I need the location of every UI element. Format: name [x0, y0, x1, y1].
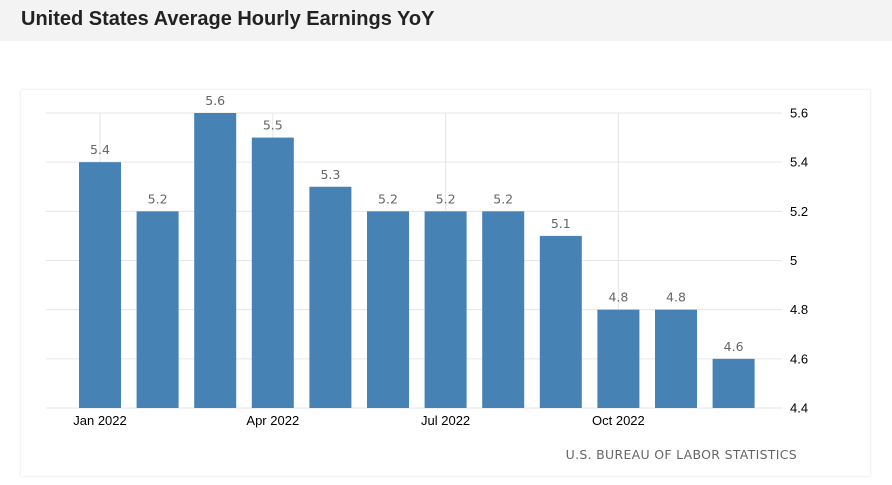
x-tick-label: Jul 2022 — [421, 413, 470, 428]
x-axis-ticks: Jan 2022 Apr 2022 Jul 2022 Oct 2022 — [73, 413, 645, 428]
data-labels: 5.4 5.2 5.6 5.5 5.3 5.2 5.2 5.2 5.1 4.8 4.8 4.6 — [90, 93, 744, 354]
y-tick-label: 5.4 — [790, 155, 808, 170]
y-axis-ticks: 5.6 5.4 5.2 5 4.8 4.6 4.4 — [790, 106, 808, 416]
bar-mar-2022[interactable] — [194, 113, 237, 408]
bar-dec-2022[interactable] — [712, 358, 755, 408]
source-label: U.S. BUREAU OF LABOR STATISTICS — [566, 447, 797, 462]
y-tick-label: 4.8 — [790, 302, 808, 317]
x-tick-label: Oct 2022 — [592, 413, 645, 428]
bar-may-2022[interactable] — [309, 186, 352, 408]
data-label: 4.8 — [666, 290, 686, 305]
x-tick-label: Apr 2022 — [246, 413, 299, 428]
y-tick-label: 5.2 — [790, 204, 808, 219]
y-tick-label: 5.6 — [790, 106, 808, 121]
bar-jun-2022[interactable] — [367, 211, 409, 408]
header-bar: United States Average Hourly Earnings Yo… — [0, 0, 892, 41]
data-label: 5.1 — [551, 216, 571, 231]
data-label: 4.6 — [724, 339, 744, 354]
bars — [79, 113, 755, 409]
bar-apr-2022[interactable] — [251, 137, 294, 409]
y-tick-label: 4.4 — [790, 401, 808, 416]
x-tick-label: Jan 2022 — [73, 413, 127, 428]
data-label: 5.4 — [90, 142, 110, 157]
data-label: 5.2 — [436, 191, 456, 206]
bar-jan-2022[interactable] — [79, 162, 121, 408]
bar-sep-2022[interactable] — [539, 235, 582, 408]
bar-nov-2022[interactable] — [655, 309, 697, 408]
data-label: 5.2 — [493, 191, 513, 206]
data-label: 5.2 — [148, 191, 168, 206]
data-label: 5.3 — [320, 167, 340, 182]
page-title: United States Average Hourly Earnings Yo… — [21, 8, 435, 30]
bar-aug-2022[interactable] — [482, 211, 525, 408]
data-label: 5.5 — [263, 118, 283, 133]
y-tick-label: 5 — [790, 253, 797, 268]
data-label: 5.6 — [205, 93, 225, 108]
data-label: 5.2 — [378, 191, 398, 206]
bar-jul-2022[interactable] — [424, 211, 467, 408]
y-tick-label: 4.6 — [790, 351, 808, 366]
bar-feb-2022[interactable] — [136, 211, 179, 408]
bar-oct-2022[interactable] — [597, 309, 640, 408]
data-label: 4.8 — [608, 290, 628, 305]
